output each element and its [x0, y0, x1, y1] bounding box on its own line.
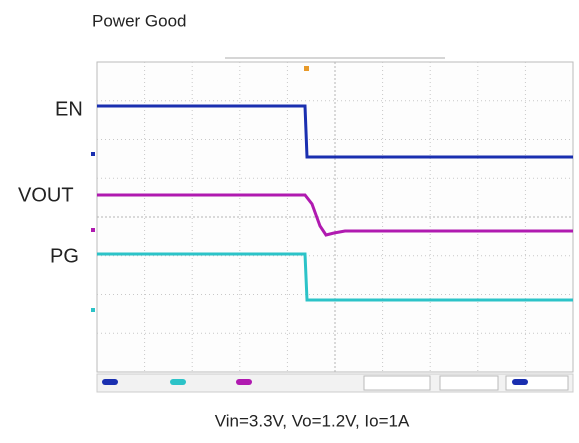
- en-trace: [97, 104, 573, 159]
- pg-ref-marker: [91, 308, 95, 312]
- status-bg: [96, 373, 574, 393]
- pg-trace: [97, 252, 573, 302]
- status-bar: [96, 373, 574, 393]
- vout-trace: [97, 193, 573, 237]
- grid: [97, 62, 573, 372]
- scope-screen: [91, 57, 574, 373]
- ch3-chip: [236, 379, 252, 385]
- trigger-marker: [304, 66, 309, 71]
- caption: Vin=3.3V, Vo=1.2V, Io=1A: [215, 411, 410, 430]
- title: Power Good: [92, 11, 187, 30]
- vout-ref-marker: [91, 228, 95, 232]
- trigger-chip: [512, 379, 528, 385]
- sample-box: [439, 375, 499, 391]
- ch2-chip: [170, 379, 186, 385]
- channel-label: EN: [55, 98, 83, 120]
- timebase-box: [363, 375, 431, 391]
- channel-label: PG: [50, 245, 79, 267]
- channel-label: VOUT: [18, 184, 74, 206]
- en-ref-marker: [91, 152, 95, 156]
- ch1-chip: [102, 379, 118, 385]
